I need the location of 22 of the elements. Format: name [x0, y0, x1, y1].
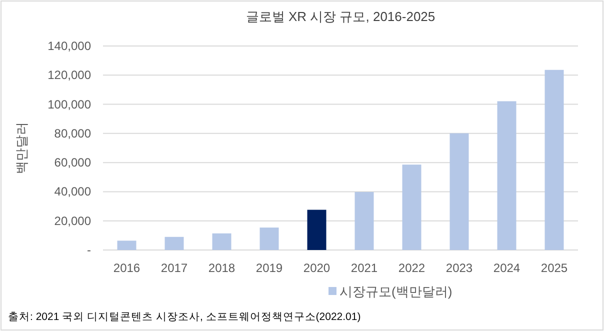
- ytick: 60,000: [54, 156, 91, 170]
- xtick: 2023: [446, 261, 473, 275]
- legend: 시장규모(백만달러): [340, 284, 452, 299]
- ylabel: 백만달러: [14, 122, 29, 174]
- ytick: 100,000: [48, 97, 91, 112]
- ytick: -: [87, 243, 91, 257]
- ytick: 20,000: [54, 214, 91, 228]
- xtick: 2024: [493, 261, 520, 275]
- xtick: 2019: [256, 261, 283, 275]
- xtick: 2017: [160, 261, 188, 275]
- xtick: 2016: [113, 261, 140, 275]
- ytick: 80,000: [54, 126, 91, 140]
- annotation: 출처: 2021 국외 디지털콘텐츠 시장조사, 소프트웨어정책연구소(2022.01): [8, 311, 361, 323]
- ytick: 140,000: [48, 39, 91, 53]
- ytick: 120,000: [48, 68, 91, 82]
- xtick: 2021: [350, 261, 378, 275]
- title: 글로벌 XR 시장 규모, 2016-2025: [246, 9, 436, 24]
- ytick: 40,000: [54, 184, 91, 199]
- xtick: 2022: [398, 261, 426, 275]
- xtick: 2018: [208, 261, 236, 275]
- xtick: 2025: [540, 261, 568, 275]
- xtick: 2020: [303, 261, 330, 275]
